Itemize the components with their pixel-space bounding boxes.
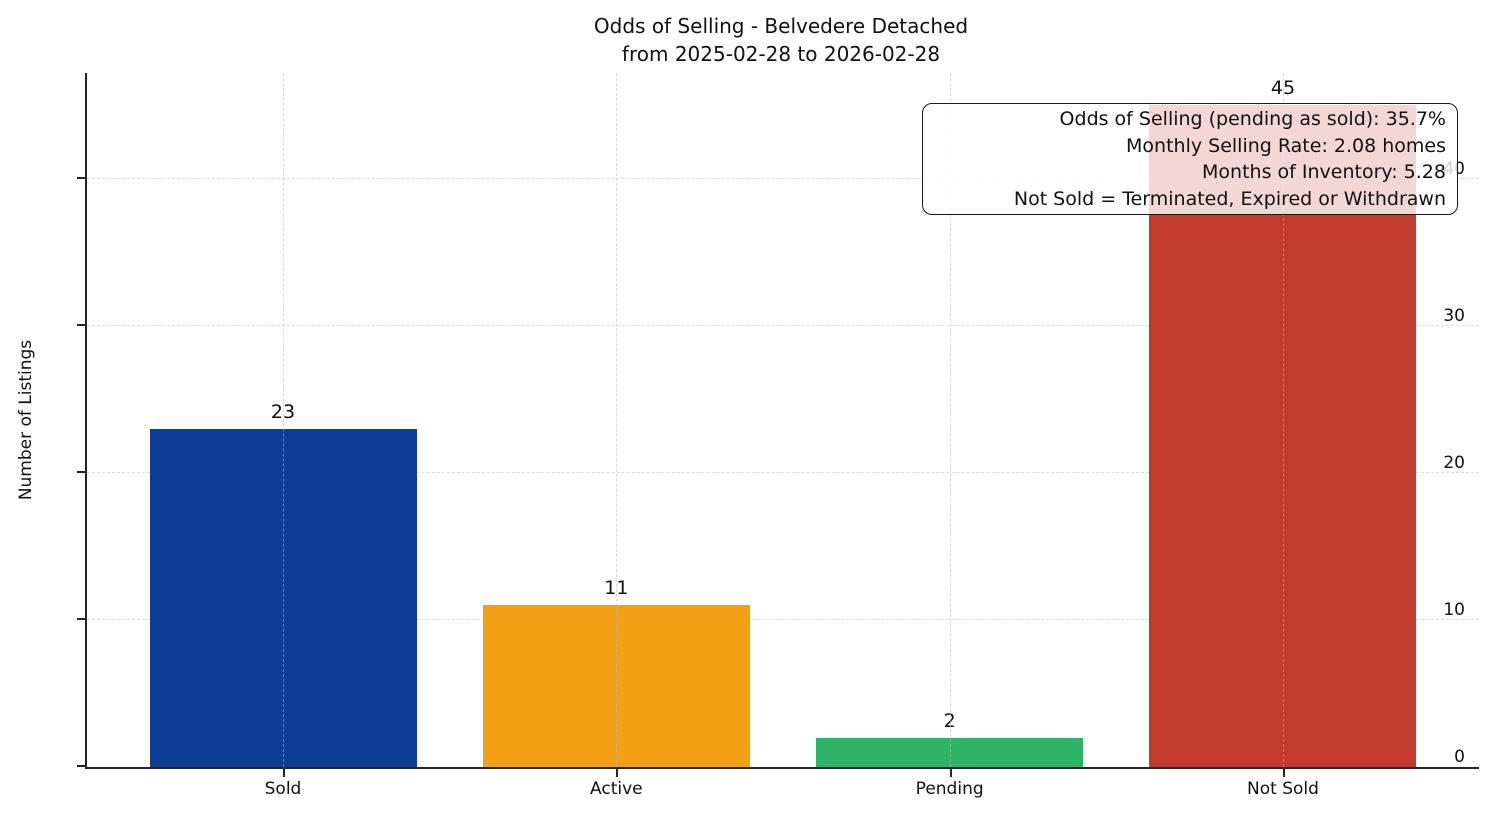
horizontal-gridline [87, 471, 1479, 473]
chart-title: Odds of Selling - Belvedere Detached [593, 14, 969, 38]
horizontal-gridline [87, 618, 1479, 620]
y-tick-mark [77, 176, 85, 179]
y-tick-mark [77, 765, 85, 767]
x-tick-mark [616, 769, 619, 777]
y-tick-label: 30 [1443, 305, 1465, 326]
annotation-line-not-sold-def: Not Sold = Terminated, Expired or Withdr… [1013, 187, 1446, 210]
plot-area: 01020304023Sold11Active2Pending45Not Sol… [77, 73, 1479, 799]
horizontal-gridline [87, 324, 1479, 326]
y-tick-label: 0 [1454, 747, 1465, 767]
y-tick-mark [77, 617, 85, 620]
vertical-gridline [949, 73, 951, 767]
annotation-box: Odds of Selling (pending as sold): 35.7%… [922, 103, 1458, 215]
annotation-line-inventory: Months of Inventory: 5.28 [1202, 161, 1446, 183]
annotation-line-odds: Odds of Selling (pending as sold): 35.7% [1059, 108, 1446, 130]
chart-title-block: Odds of Selling - Belvedere Detached fro… [85, 12, 1477, 68]
y-tick-label: 10 [1443, 599, 1465, 620]
chart-subtitle: from 2025-02-28 to 2026-02-28 [621, 42, 941, 66]
vertical-gridline [283, 73, 284, 767]
x-tick-label-not-sold: Not Sold [1247, 779, 1319, 799]
x-tick-mark [1282, 769, 1285, 777]
x-tick-label-active: Active [590, 779, 643, 799]
x-tick-label-sold: Sold [264, 779, 302, 799]
x-tick-label-pending: Pending [915, 779, 984, 799]
x-tick-mark [283, 769, 285, 777]
y-tick-mark [77, 323, 85, 326]
horizontal-gridline [87, 177, 1479, 179]
y-tick-label: 20 [1443, 452, 1465, 473]
y-axis-label: Number of Listings [16, 339, 36, 501]
y-tick-mark [77, 470, 85, 473]
vertical-gridline [616, 73, 618, 767]
x-tick-mark [949, 769, 952, 777]
annotation-line-monthly-rate: Monthly Selling Rate: 2.08 homes [1126, 134, 1446, 157]
vertical-gridline [1282, 73, 1284, 767]
